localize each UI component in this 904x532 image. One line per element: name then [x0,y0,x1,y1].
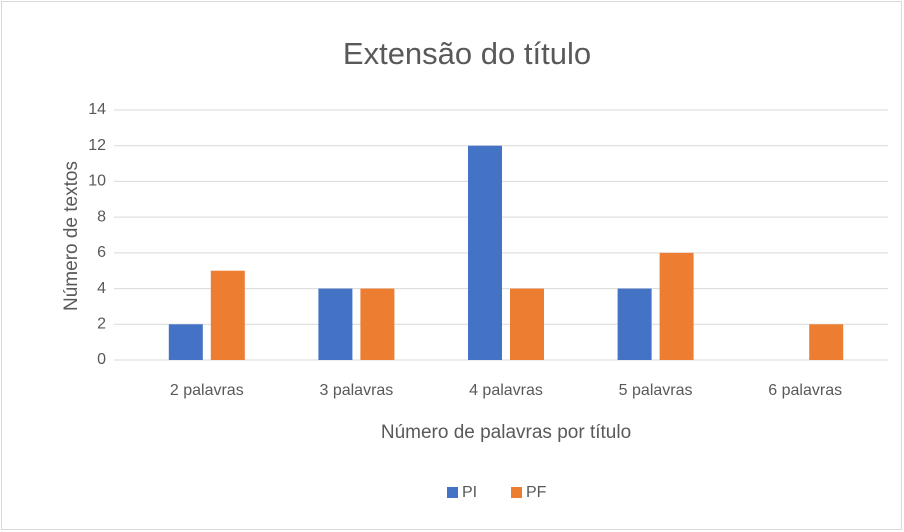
y-tick-label: 6 [97,244,106,261]
legend-swatch [511,487,522,498]
x-tick-label: 6 palavras [768,382,842,399]
bar [468,145,502,360]
bar [510,288,544,360]
bar [318,288,353,360]
y-axis-label: Número de textos [61,161,82,311]
y-tick-label: 10 [88,173,106,190]
y-tick-label: 8 [97,208,106,225]
bar [809,324,844,360]
bar [210,270,245,360]
y-tick-label: 12 [88,137,106,154]
bar [168,324,203,360]
chart-title: Extensão do título [343,36,591,71]
legend-label: PI [462,484,477,501]
bar [617,288,652,360]
y-tick-label: 2 [97,316,106,333]
legend-swatch [447,487,458,498]
legend-label: PF [526,484,547,501]
bar [659,252,694,360]
y-tick-label: 4 [97,280,106,297]
x-tick-label: 5 palavras [619,382,693,399]
bar [360,288,395,360]
x-tick-label: 4 palavras [469,382,543,399]
y-tick-label: 0 [97,351,106,368]
x-axis-label: Número de palavras por título [381,422,631,443]
x-tick-label: 3 palavras [319,382,393,399]
x-tick-label: 2 palavras [170,382,244,399]
y-tick-label: 14 [88,101,106,118]
